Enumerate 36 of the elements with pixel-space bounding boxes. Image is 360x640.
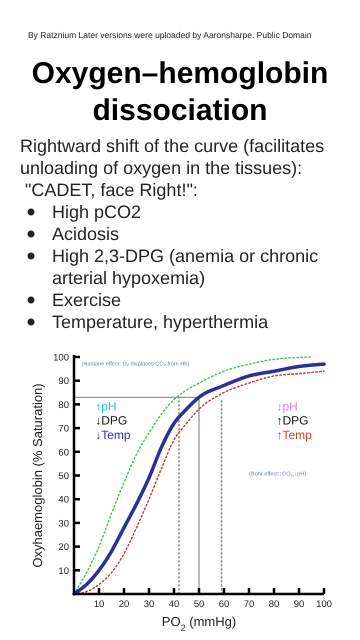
text: By Ratznium Later versions were uploaded by Aaronsharpe. Public Domain	[28, 30, 312, 40]
text: Exercise	[52, 290, 122, 310]
y-tick-label: 30	[58, 518, 69, 530]
text: High pCO2	[52, 202, 142, 222]
y-tick-label: 100	[53, 352, 69, 364]
x-tick-label: 20	[118, 599, 130, 610]
x-tick-label: 90	[294, 599, 304, 610]
y-tick-label: 80	[58, 400, 69, 411]
y-tick-label: 60	[58, 447, 69, 458]
annotation: ↓pH	[276, 399, 298, 414]
y-tick-label: 40	[58, 494, 69, 506]
y-tick-label: 90	[58, 376, 69, 388]
annotation: ↑Temp	[276, 428, 312, 442]
y-tick-label: 20	[58, 542, 69, 554]
x-tick-label: 10	[94, 599, 104, 610]
text: Acidosis	[52, 224, 120, 244]
chart-title: Oxygen–hemoglobin dissociation	[32, 57, 328, 127]
text: High 2,3-DPG (anemia or chronic arterial hypoxemia)	[52, 246, 318, 288]
x-tick-label: 50	[194, 599, 204, 610]
chart-subtitle: Rightward shift of the curve (facilitates unloading of oxygen in the tissues): "CADET, face Right!":	[20, 136, 324, 200]
x-axis-title: PO$_{2}$ (mmHg)	[162, 614, 236, 633]
x-tick-label: 80	[268, 599, 280, 610]
x-tick-label: 30	[144, 599, 154, 610]
annotation: ↓DPG	[95, 414, 128, 428]
text: Temperature, hyperthermia	[52, 312, 270, 332]
y-tick-label: 70	[58, 424, 69, 435]
x-tick-label: 40	[168, 599, 180, 610]
annotation: ↑DPG	[276, 414, 309, 428]
x-tick-label: 100	[316, 599, 332, 610]
y-axis-title: Oxyhaemoglobin (% Saturation)	[30, 383, 45, 568]
y-tick-label: 50	[58, 471, 69, 482]
x-tick-label: 70	[244, 599, 254, 610]
x-tick-label: 60	[218, 599, 230, 610]
annotation: ↓Temp	[95, 428, 131, 442]
y-tick-label: 10	[58, 566, 69, 577]
annotation: ↑pH	[95, 399, 117, 414]
